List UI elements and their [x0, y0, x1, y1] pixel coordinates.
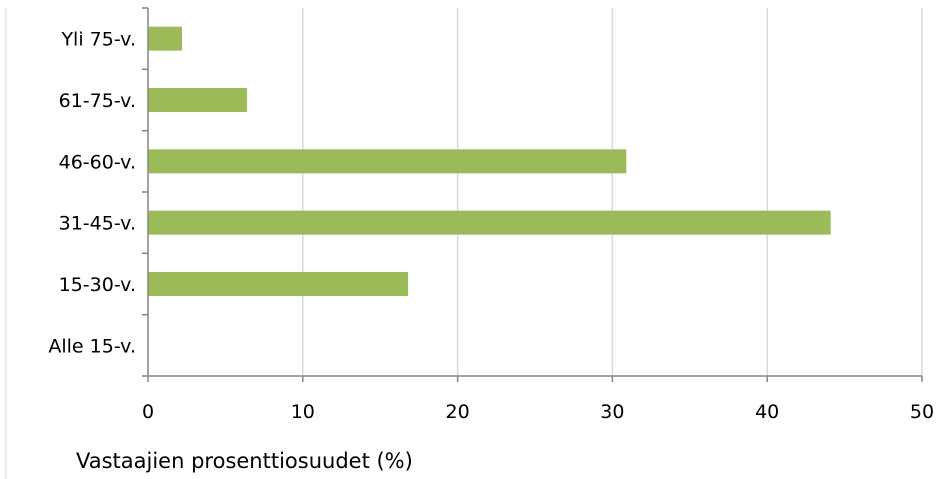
y-category-label: 61-75-v.: [59, 90, 136, 112]
gridlines: [302, 8, 923, 376]
bar: [148, 272, 409, 296]
x-tick-label: 50: [910, 401, 934, 423]
bars: [148, 26, 831, 296]
y-category-label: 15-30-v.: [59, 274, 136, 296]
y-category-label: Alle 15-v.: [48, 335, 136, 357]
x-tick-label: 30: [600, 401, 624, 423]
x-tick-label: 10: [291, 401, 315, 423]
axes: [142, 7, 923, 382]
y-category-label: 31-45-v.: [59, 213, 136, 235]
bar: [148, 88, 248, 112]
bar: [148, 149, 627, 174]
y-category-label: 46-60-v.: [59, 151, 136, 173]
tick-labels: 0 10 20 30 40 50 Alle 15-v. 15-30-v. 31-45-v. 46-…: [48, 29, 934, 423]
bar: [148, 210, 831, 235]
x-tick-label: 40: [755, 401, 779, 423]
x-tick-label: 0: [142, 401, 154, 423]
x-axis-title: Vastaajien prosenttiosuudet (%): [76, 449, 413, 473]
bar: [148, 26, 183, 51]
y-category-label: Yli 75-v.: [60, 29, 136, 51]
x-tick-label: 20: [446, 401, 470, 423]
